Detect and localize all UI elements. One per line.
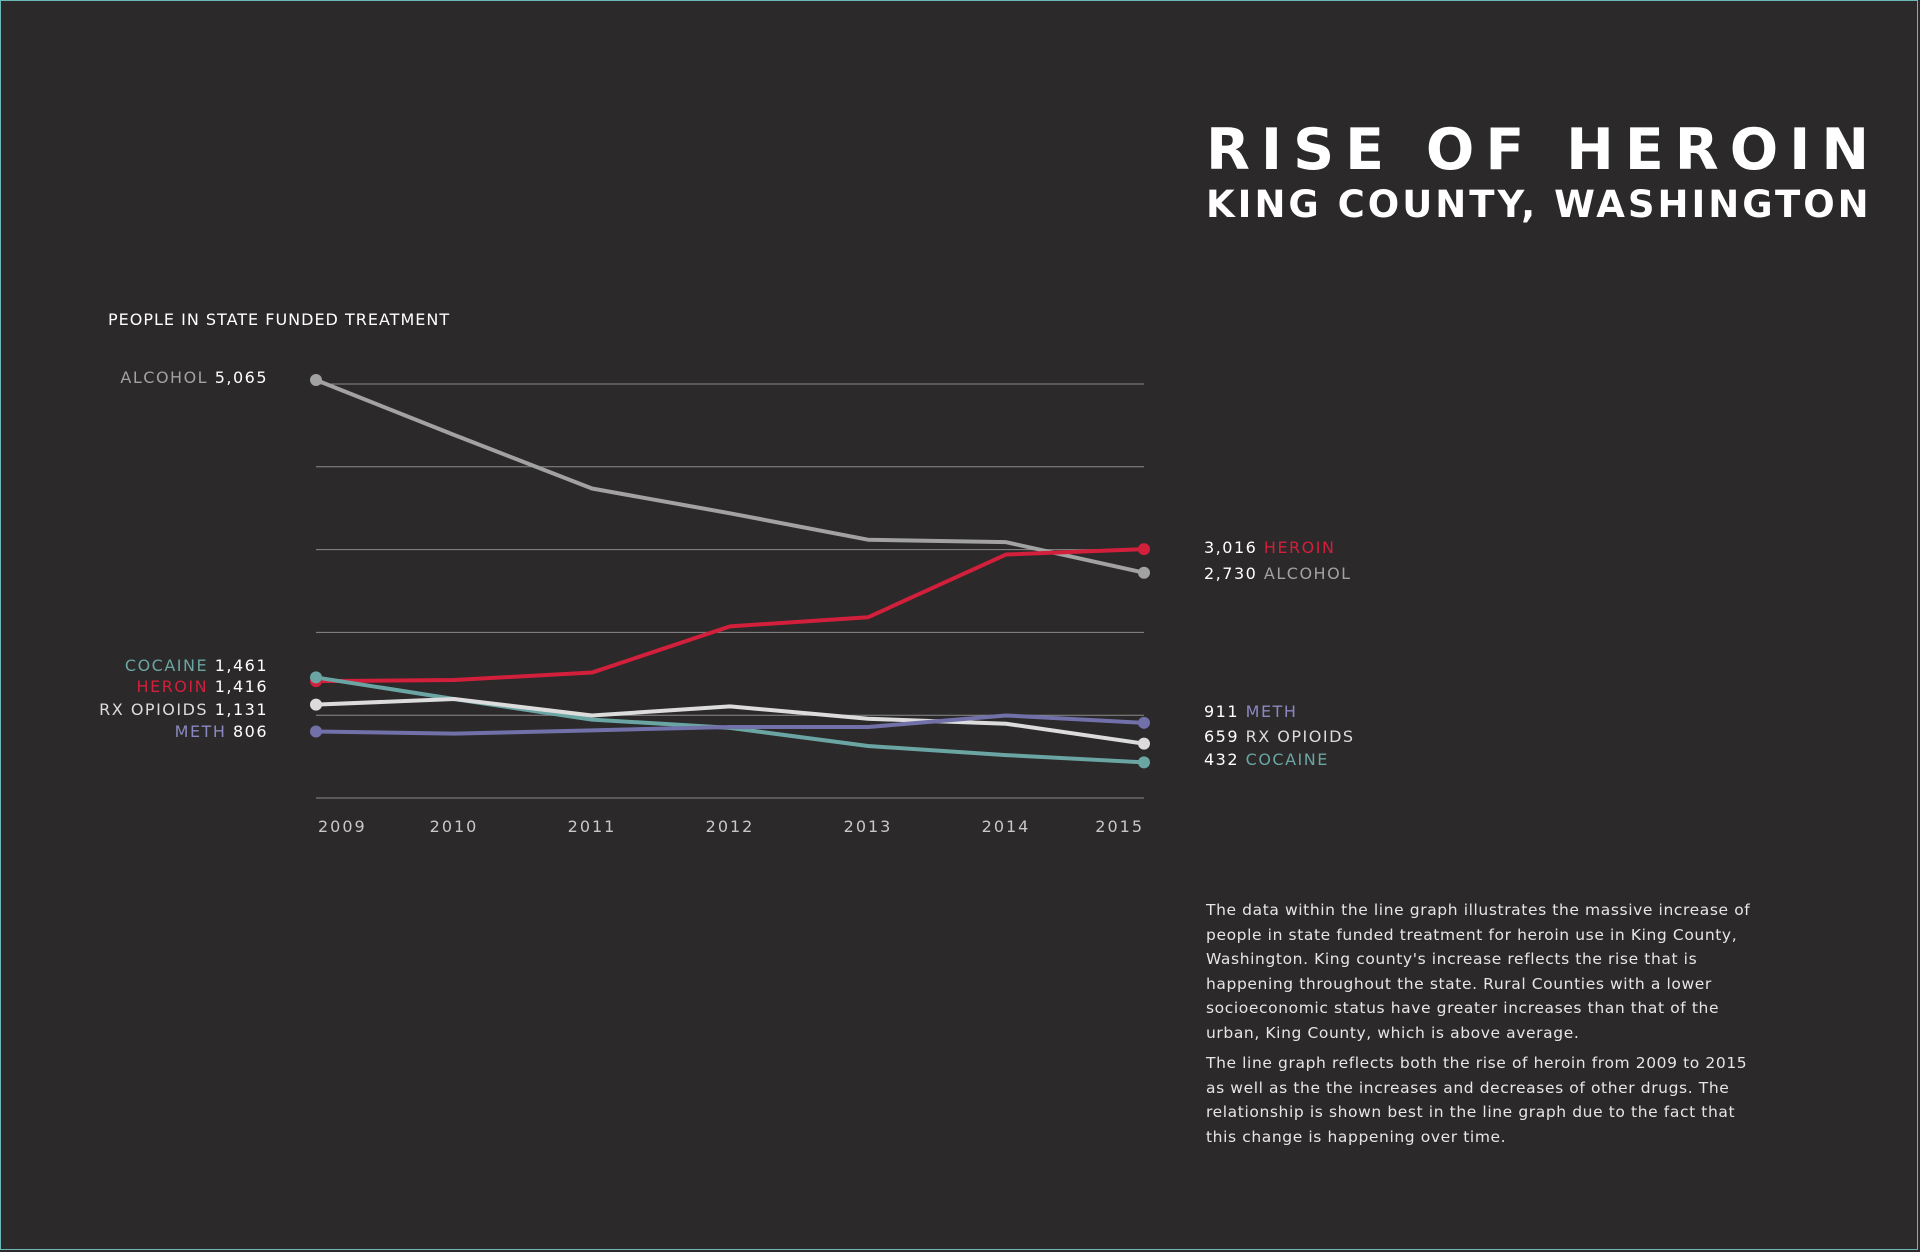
chart-title: RISE OF HEROIN bbox=[1206, 117, 1881, 183]
start-label-name: ALCOHOL bbox=[120, 368, 209, 387]
data-point-rx-opioids-2015 bbox=[1138, 737, 1150, 750]
series-line-meth bbox=[315, 713, 1145, 736]
data-point-heroin-2015 bbox=[1138, 543, 1150, 556]
description-paragraph-2: The line graph reflects both the rise of… bbox=[1206, 1054, 1748, 1146]
description-paragraph-1: The data within the line graph illustrat… bbox=[1206, 901, 1751, 1042]
data-point-cocaine-2009 bbox=[310, 671, 322, 684]
series-line-alcohol bbox=[315, 378, 1145, 575]
start-label-name: HEROIN bbox=[136, 677, 209, 696]
end-label-name: ALCOHOL bbox=[1263, 564, 1352, 583]
end-label-cocaine: 432 COCAINE bbox=[1204, 750, 1329, 770]
start-label-value: 1,461 bbox=[214, 656, 268, 675]
grid-lines bbox=[316, 383, 1144, 799]
data-point-rx-opioids-2009 bbox=[310, 698, 322, 711]
x-tick-label: 2015 bbox=[1095, 817, 1144, 836]
x-tick-label: 2014 bbox=[982, 817, 1031, 836]
start-label-value: 1,416 bbox=[214, 677, 268, 696]
x-tick-label: 2009 bbox=[318, 817, 367, 836]
end-label-value: 659 bbox=[1204, 727, 1240, 746]
end-label-value: 3,016 bbox=[1204, 538, 1258, 557]
end-label-name: RX OPIOIDS bbox=[1245, 727, 1355, 746]
start-label-meth: METH 806 bbox=[8, 722, 268, 742]
series-lines bbox=[315, 378, 1145, 765]
y-axis-label: PEOPLE IN STATE FUNDED TREATMENT bbox=[108, 310, 451, 329]
start-label-rx-opioids: RX OPIOIDS 1,131 bbox=[8, 700, 268, 720]
end-label-value: 2,730 bbox=[1204, 564, 1258, 583]
end-label-name: METH bbox=[1245, 702, 1298, 721]
series-line-cocaine bbox=[315, 675, 1145, 765]
description: The data within the line graph illustrat… bbox=[1206, 898, 1766, 1155]
start-label-value: 806 bbox=[232, 722, 268, 741]
data-point-meth-2015 bbox=[1138, 716, 1150, 729]
end-label-heroin: 3,016 HEROIN bbox=[1204, 538, 1335, 558]
x-tick-label: 2011 bbox=[568, 817, 617, 836]
end-label-rx-opioids: 659 RX OPIOIDS bbox=[1204, 727, 1355, 747]
chart-subtitle: KING COUNTY, WASHINGTON bbox=[1206, 183, 1872, 226]
data-point-alcohol-2015 bbox=[1138, 566, 1150, 579]
x-tick-label: 2012 bbox=[706, 817, 755, 836]
data-point-meth-2009 bbox=[310, 725, 322, 738]
start-label-name: COCAINE bbox=[124, 656, 209, 675]
x-tick-labels: 2009 2010 2011 2012 2013 2014 2015 bbox=[318, 817, 1144, 836]
end-label-name: HEROIN bbox=[1263, 538, 1336, 557]
x-tick-label: 2010 bbox=[430, 817, 479, 836]
end-label-meth: 911 METH bbox=[1204, 702, 1297, 722]
start-label-cocaine: COCAINE 1,461 bbox=[8, 656, 268, 676]
x-tick-label: 2013 bbox=[844, 817, 893, 836]
end-label-name: COCAINE bbox=[1245, 750, 1329, 769]
end-label-value: 911 bbox=[1204, 702, 1240, 721]
data-point-cocaine-2015 bbox=[1138, 756, 1150, 769]
start-label-value: 1,131 bbox=[214, 700, 268, 719]
start-label-name: RX OPIOIDS bbox=[99, 700, 209, 719]
series-line-heroin bbox=[315, 547, 1145, 684]
start-label-name: METH bbox=[174, 722, 227, 741]
start-label-alcohol: ALCOHOL 5,065 bbox=[8, 368, 268, 388]
start-label-value: 5,065 bbox=[214, 368, 268, 387]
series-markers bbox=[310, 374, 1150, 769]
data-point-alcohol-2009 bbox=[310, 374, 322, 386]
end-label-alcohol: 2,730 ALCOHOL bbox=[1204, 564, 1352, 584]
start-label-heroin: HEROIN 1,416 bbox=[8, 677, 268, 697]
end-label-value: 432 bbox=[1204, 750, 1240, 769]
series-line-rx-opioids bbox=[315, 696, 1145, 746]
